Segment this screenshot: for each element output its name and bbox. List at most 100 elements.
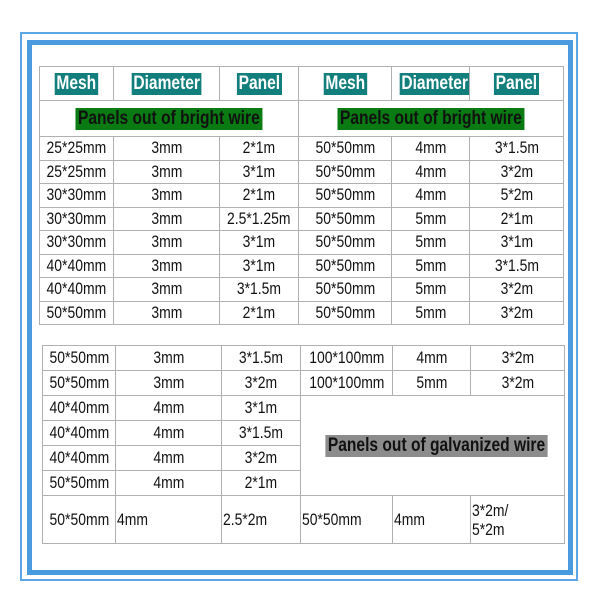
cell-text: 3*1.5m: [238, 423, 284, 442]
cell-text: 2.5*1.25m: [227, 208, 291, 228]
cell-text: 5mm: [415, 208, 446, 228]
table-cell: 3*2m: [221, 445, 301, 471]
cell-text: 5mm: [415, 279, 446, 299]
table-cell: 5mm: [391, 230, 470, 255]
cell-text: 25*25mm: [46, 138, 107, 158]
table-cell: 100*100mm: [300, 370, 393, 396]
table-cell: 4mm: [115, 470, 222, 496]
cell-text: 3*1m: [242, 255, 276, 275]
galvanized-banner-cell: Panels out of galvanized wire: [300, 395, 565, 496]
table-cell: 50*50mm: [42, 495, 116, 544]
cell-text: 50*50mm: [49, 473, 110, 492]
cell-text: 3mm: [151, 185, 182, 205]
table-cell: 3mm: [115, 370, 222, 396]
table-cell: 50*50mm: [298, 206, 392, 231]
table-cell: 2*1m: [219, 136, 299, 161]
table-cell: 3*2m: [221, 370, 301, 396]
table-row: 50*50mm 3mm 2*1m 50*50mm 5mm 3*2m: [39, 300, 564, 325]
bright-banner-left: Panels out of bright wire: [39, 100, 299, 137]
table-cell: 3*1.5m: [469, 136, 564, 161]
header-cell: Panel: [469, 66, 564, 101]
table-cell: 3mm: [113, 300, 220, 325]
table-cell: 40*40mm: [42, 445, 116, 471]
cell-text: 3*2m: [244, 448, 278, 467]
table-cell: 3*2m/5*2m: [470, 495, 565, 544]
cell-text: 3*2m: [501, 373, 534, 392]
cell-text: 3*2m: [500, 302, 533, 322]
cell-text: 3mm: [153, 348, 184, 367]
table-cell: 3mm: [113, 183, 220, 208]
cell-text: 50*50mm: [315, 232, 375, 252]
cell-text: 4mm: [416, 348, 447, 367]
cell-text: 30*30mm: [46, 232, 107, 252]
table-cell: 5mm: [391, 253, 470, 278]
table-cell: 2*1m: [221, 470, 301, 496]
cell-text: 3mm: [151, 302, 182, 322]
table-row: 50*50mm 3mm 3*2m 100*100mm 5mm 3*2m: [42, 370, 565, 396]
table-cell: 4mm: [392, 345, 471, 371]
table-cell: 50*50mm: [298, 300, 392, 325]
table-cell: 3*1m: [219, 230, 299, 255]
cell-text: 5*2m: [500, 185, 533, 205]
cell-text: 5mm: [415, 302, 446, 322]
table-cell: 4mm: [115, 395, 222, 421]
cell-text: 30*30mm: [46, 185, 107, 205]
table-cell: 2*1m: [219, 300, 299, 325]
table-cell: 2.5*1.25m: [219, 206, 299, 231]
cell-text: 3mm: [151, 138, 182, 158]
table-row: 25*25mm 3mm 3*1m 50*50mm 4mm 3*2m: [39, 159, 564, 184]
table-cell: 50*50mm: [298, 136, 392, 161]
cell-text: 2*1m: [242, 302, 276, 322]
table-row: 50*50mm 3mm 3*1.5m 100*100mm 4mm 3*2m: [42, 345, 565, 371]
cell-text: 50*50mm: [49, 509, 110, 529]
bright-banner-right: Panels out of bright wire: [298, 100, 564, 137]
table-cell: 100*100mm: [300, 345, 393, 371]
table-cell: 3*1m: [219, 253, 299, 278]
header-cell: Diameter: [391, 66, 470, 101]
cell-text: 5*2m: [472, 519, 505, 539]
table-row: 50*50mm 4mm 2*1m: [42, 470, 565, 496]
table-cell: 40*40mm: [39, 253, 114, 278]
table-cell: 3*1.5m: [221, 345, 301, 371]
cell-text: 2*1m: [242, 185, 276, 205]
cell-text: 4mm: [394, 509, 425, 529]
cell-text: 3*2m: [500, 161, 533, 181]
table-row: 40*40mm 4mm 3*1m Panels out of galvanized w…: [42, 395, 565, 496]
cell-text: 3*1.5m: [238, 348, 284, 367]
cell-text: 40*40mm: [49, 448, 110, 467]
table-cell: 5mm: [391, 300, 470, 325]
table-cell: 50*50mm: [298, 253, 392, 278]
table-cell: 30*30mm: [39, 230, 114, 255]
table-cell: 3*1m: [219, 159, 299, 184]
cell-text: 50*50mm: [315, 185, 375, 205]
cell-text: 50*50mm: [315, 279, 375, 299]
cell-text: 3mm: [151, 208, 182, 228]
table-cell: 3*2m: [469, 300, 564, 325]
cell-text: 50*50mm: [49, 348, 110, 367]
table-cell: 4mm: [115, 495, 222, 544]
table-cell: 5*2m: [469, 183, 564, 208]
cell-text: 3*2m/: [472, 500, 509, 520]
cell-text: 50*50mm: [315, 138, 375, 158]
table-row: 30*30mm 3mm 2.5*1.25m 50*50mm 5mm 2*1m: [39, 206, 564, 231]
cell-text: 25*25mm: [46, 161, 107, 181]
table-cell: 40*40mm: [42, 395, 116, 421]
table-cell: 3*2m: [469, 159, 564, 184]
table-cell: 50*50mm: [39, 300, 114, 325]
cell-text: 4mm: [153, 423, 184, 442]
table-cell: 4mm: [391, 183, 470, 208]
table-row: 25*25mm 3mm 2*1m 50*50mm 4mm 3*1.5m: [39, 136, 564, 161]
cell-text: 3*1m: [242, 232, 276, 252]
cell-text: 4mm: [153, 473, 184, 492]
header-cell: Diameter: [113, 66, 220, 101]
cell-text: 3*2m: [500, 279, 533, 299]
table-cell: 50*50mm: [298, 159, 392, 184]
cell-text: 100*100mm: [309, 348, 385, 367]
cell-text: 2*1m: [244, 473, 278, 492]
cell-text: 4mm: [117, 509, 148, 529]
table-cell: 50*50mm: [298, 277, 392, 302]
table-cell: 3*1.5m: [219, 277, 299, 302]
table-cell: 30*30mm: [39, 183, 114, 208]
table-cell: 4mm: [115, 420, 222, 446]
cell-text: 3*1m: [244, 398, 278, 417]
